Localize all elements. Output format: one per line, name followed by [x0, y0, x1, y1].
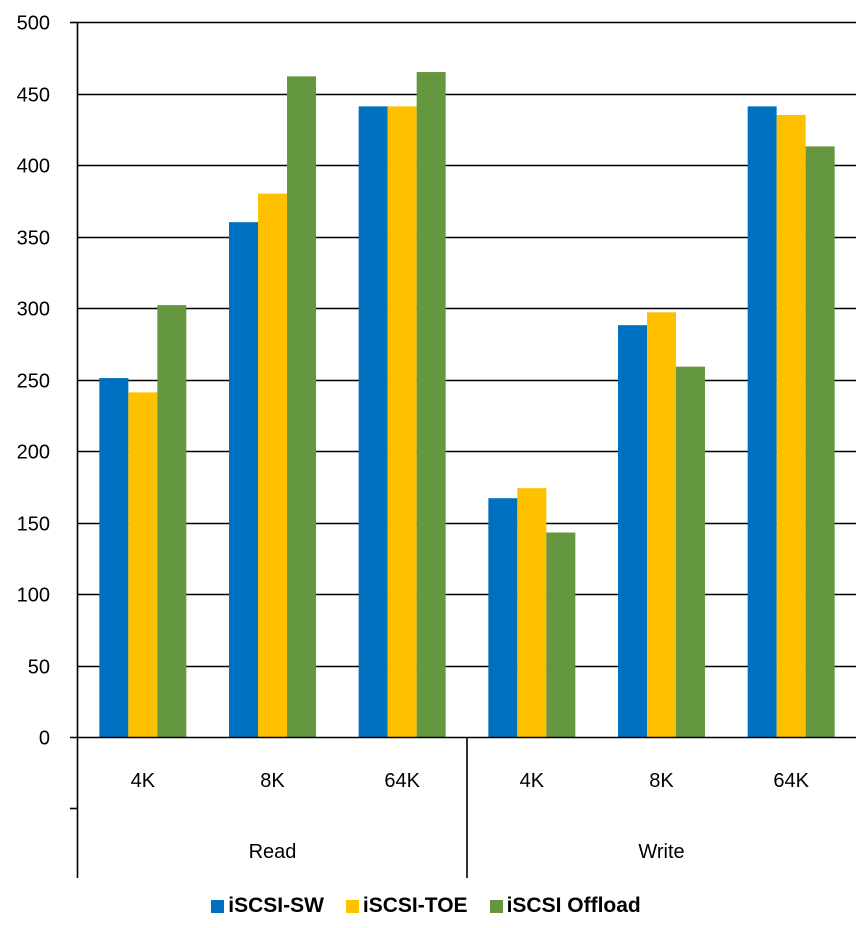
x-category-label: 64K	[773, 770, 809, 792]
bar-iscsi-toe-5	[776, 114, 806, 737]
bar-iscsi-sw-0	[99, 378, 129, 737]
y-tick-label: 450	[17, 85, 50, 107]
y-tick-label: 100	[17, 585, 50, 607]
y-tick-label: 250	[17, 371, 50, 393]
x-group-label: Read	[249, 841, 297, 863]
bars	[99, 72, 835, 738]
y-tick-label: 500	[17, 13, 50, 35]
legend-swatch-iscsi-toe	[345, 899, 359, 913]
legend-label-iscsi-offload: iSCSI Offload	[506, 894, 641, 917]
y-tick-label: 300	[17, 299, 50, 321]
bar-iscsi-sw-1	[229, 222, 258, 737]
x-category-label: 4K	[520, 770, 545, 792]
bar-iscsi-toe-0	[128, 392, 158, 737]
x-category-label: 4K	[131, 770, 156, 792]
x-category-label: 8K	[649, 770, 674, 792]
x-category-label: 64K	[384, 770, 420, 792]
legend-item-iscsi-offload: iSCSI Offload	[489, 894, 641, 918]
legend-swatch-iscsi-sw	[211, 899, 225, 913]
axes	[70, 21, 856, 878]
bar-iscsi-sw-2	[358, 106, 388, 738]
x-group-label: Write	[638, 841, 684, 863]
bar-iscsi-toe-3	[517, 488, 547, 737]
legend-item-iscsi-sw: iSCSI-SW	[211, 894, 324, 918]
y-tick-label: 50	[28, 657, 50, 679]
bar-iscsi-offload-4	[676, 366, 705, 737]
bar-iscsi-toe-2	[387, 106, 417, 738]
y-tick-label: 0	[39, 728, 50, 750]
legend-swatch-iscsi-offload	[489, 899, 503, 913]
y-tick-label: 150	[17, 514, 50, 536]
x-category-labels: 4K 8K 64K 4K 8K 64K Read Write	[131, 770, 810, 863]
bar-iscsi-toe-4	[647, 312, 676, 737]
y-tick-label: 200	[17, 442, 50, 464]
legend: iSCSI-SW iSCSI-TOE iSCSI Offload	[0, 894, 854, 918]
bar-iscsi-offload-0	[157, 305, 187, 737]
bar-iscsi-offload-1	[287, 76, 316, 738]
bar-iscsi-toe-1	[258, 193, 287, 738]
gridlines	[78, 21, 856, 668]
y-tick-label: 350	[17, 228, 50, 250]
legend-item-iscsi-toe: iSCSI-TOE	[345, 894, 468, 918]
x-category-label: 8K	[260, 770, 285, 792]
legend-label-iscsi-toe: iSCSI-TOE	[362, 894, 468, 917]
bar-iscsi-offload-5	[805, 146, 835, 737]
bar-iscsi-sw-3	[488, 498, 518, 737]
y-tick-labels: 0 50 100 150 200 250 300 350 400 450 500	[17, 13, 50, 750]
bar-iscsi-sw-5	[747, 106, 777, 738]
bar-iscsi-offload-2	[416, 72, 446, 738]
y-tick-label: 400	[17, 156, 50, 178]
bar-iscsi-sw-4	[618, 325, 647, 737]
legend-label-iscsi-sw: iSCSI-SW	[228, 894, 324, 917]
bar-iscsi-offload-3	[546, 532, 576, 737]
